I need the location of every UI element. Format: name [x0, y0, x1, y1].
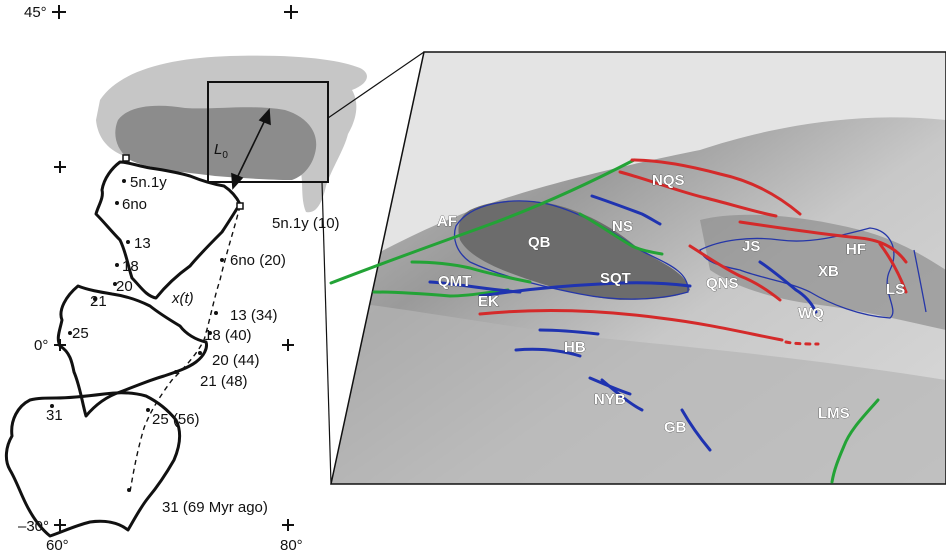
age-right-31: 31 (69 Myr ago): [162, 499, 268, 516]
age-right-25: 25 (56): [152, 411, 200, 428]
qaidam-basin-outline: [453, 200, 689, 300]
label-gb: GB: [664, 419, 687, 436]
tibet-dark-region: [115, 105, 317, 180]
track-label: x(t): [171, 290, 194, 307]
latitude-0-label: 0°: [34, 337, 48, 354]
age-left-5n1y: 5n.1y: [130, 174, 167, 191]
age-left-13: 13: [134, 235, 151, 252]
age-right-6no: 6no (20): [230, 252, 286, 269]
age-left-18: 18: [122, 258, 139, 275]
blue-faults: [428, 194, 818, 452]
label-ns: NS: [612, 218, 633, 235]
longitude-80-label: 80°: [280, 537, 303, 554]
age-right-18: 18 (40): [204, 327, 252, 344]
label-qmt: QMT: [438, 273, 471, 290]
age-left-31: 31: [46, 407, 63, 424]
india-oldest-outline: [4, 391, 182, 538]
l0-arrow: [231, 108, 271, 190]
ls-basin-outline: [913, 249, 927, 313]
label-hf: HF: [846, 241, 866, 258]
label-qns: QNS: [706, 275, 739, 292]
label-js: JS: [742, 238, 760, 255]
fault-sqt-red: [478, 309, 784, 342]
india-modern-outline: [94, 160, 242, 300]
age-right-13: 13 (34): [230, 307, 278, 324]
age-right-21: 21 (48): [200, 373, 248, 390]
fault-gb: [680, 408, 712, 452]
age-left-25: 25: [72, 325, 89, 342]
age-right-20: 20 (44): [212, 352, 260, 369]
age-left-6no: 6no: [122, 196, 147, 213]
right-age-points: [127, 258, 224, 492]
latitude-minus30-label: –30°: [18, 518, 49, 535]
label-wq: WQ: [798, 305, 824, 322]
fault-af: [329, 158, 636, 285]
label-hb: HB: [564, 339, 586, 356]
inset-source-rectangle: [207, 81, 329, 183]
label-sqt: SQT: [600, 270, 631, 287]
fault-red-dashed: [784, 340, 820, 346]
zoom-line-bottom: [321, 181, 332, 485]
label-ls: LS: [886, 281, 905, 298]
fault-hb: [538, 328, 600, 336]
latitude-45-label: 45°: [24, 4, 47, 21]
fault-hb-2: [514, 347, 582, 358]
fault-nqs-2: [618, 170, 778, 218]
plate-track-line: [129, 205, 241, 493]
fault-nyb-2: [600, 378, 644, 412]
fault-ls: [878, 242, 908, 294]
age-left-21: 21: [90, 293, 107, 310]
label-ek: EK: [478, 293, 499, 310]
fault-ek-green: [372, 288, 510, 298]
label-xb: XB: [818, 263, 839, 280]
east-basin-outline: [699, 227, 895, 319]
india-mid-outline: [56, 284, 208, 418]
inset-qaidam-dark: [458, 200, 690, 300]
fault-ns-blue: [590, 194, 662, 226]
fault-qns: [688, 244, 782, 302]
age-right-5n1y: 5n.1y (10): [272, 215, 340, 232]
inset-tarim-light: [331, 52, 946, 280]
label-af: AF: [437, 213, 457, 230]
inset-panel: [330, 51, 946, 485]
label-lms: LMS: [818, 405, 850, 422]
label-qb: QB: [528, 234, 551, 251]
age-left-20: 20: [116, 278, 133, 295]
green-faults: [329, 158, 880, 484]
fault-ek: [428, 280, 522, 294]
longitude-60-label: 60°: [46, 537, 69, 554]
fault-lms: [830, 398, 880, 484]
fault-wq: [758, 260, 818, 314]
grid-crosses: [52, 5, 298, 531]
fault-nqs: [630, 158, 802, 216]
l0-label: L0: [214, 141, 228, 161]
label-nqs: NQS: [652, 172, 685, 189]
marker-square-2: [236, 202, 244, 210]
fault-qmt: [410, 260, 532, 284]
left-age-points: [50, 179, 130, 408]
fault-hf: [738, 220, 908, 264]
inset-south-texture: [331, 300, 946, 484]
red-faults: [478, 158, 908, 346]
fault-ns-green: [578, 212, 664, 256]
label-nyb: NYB: [594, 391, 626, 408]
zoom-line-top: [327, 51, 425, 119]
marker-square-1: [122, 154, 130, 162]
